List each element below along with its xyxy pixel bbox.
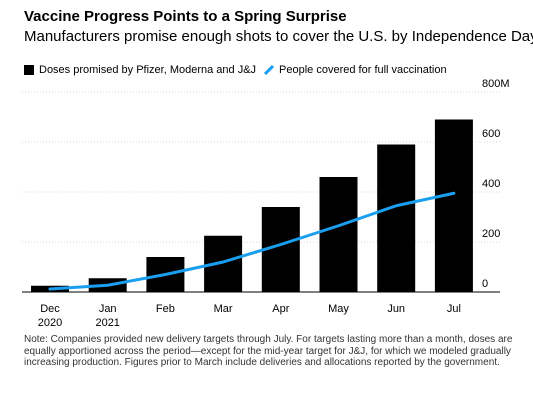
legend-label-doses: Doses promised by Pfizer, Moderna and J&… [39,64,257,76]
x-tick-label: 2020 [38,317,62,329]
y-tick-label: 800M [482,78,510,90]
bar [319,177,358,292]
y-tick-label: 200 [482,228,500,240]
bar [377,144,416,292]
y-tick-label: 0 [482,278,488,290]
x-tick-label: Apr [272,303,289,315]
x-tick-label: Dec [40,303,60,315]
x-tick-label: Mar [214,303,233,315]
legend-swatch-bar [24,65,34,75]
legend: Doses promised by Pfizer, Moderna and J&… [24,64,455,76]
x-tick-label: Jul [447,303,461,315]
legend-item-people: People covered for full vaccination [264,64,447,76]
legend-item-doses: Doses promised by Pfizer, Moderna and J&… [24,64,256,76]
chart-note: Note: Companies provided new delivery ta… [24,334,513,368]
bar [434,119,473,292]
legend-swatch-line [264,65,275,75]
legend-label-people: People covered for full vaccination [279,64,447,76]
x-tick-label: Jan [99,303,117,315]
chart-title: Vaccine Progress Points to a Spring Surp… [24,8,347,25]
x-tick-label: Jun [387,303,405,315]
x-tick-label: Feb [156,303,175,315]
x-tick-label: May [328,303,349,315]
chart-subtitle: Manufacturers promise enough shots to co… [24,28,533,45]
x-tick-label: 2021 [95,317,119,329]
y-tick-label: 600 [482,128,500,140]
series-line [48,191,456,291]
y-tick-label: 400 [482,178,500,190]
